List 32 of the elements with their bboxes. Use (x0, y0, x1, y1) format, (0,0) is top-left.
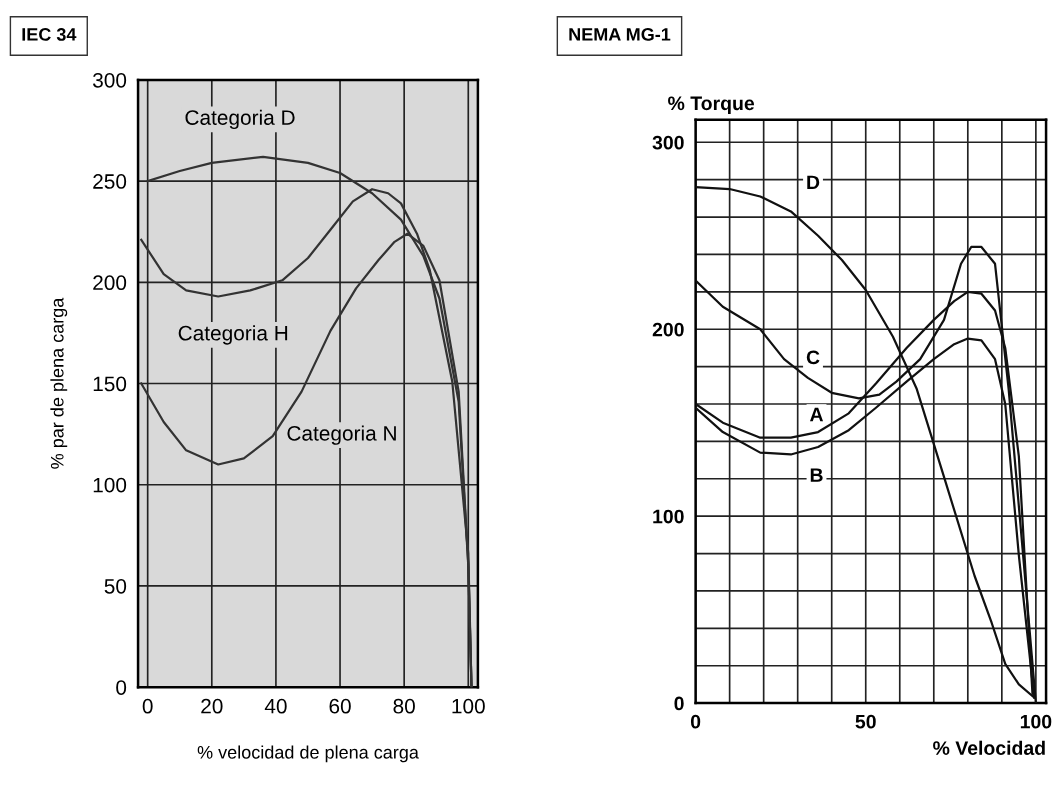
x-tick-label: 50 (855, 714, 876, 729)
y-tick-label: 50 (104, 578, 127, 594)
y-tick-label: 0 (116, 680, 127, 695)
annotation: C (806, 350, 820, 365)
y-tick-label: 200 (652, 322, 684, 337)
x-tick-label: 0 (690, 714, 701, 729)
y-tick-label: 150 (93, 376, 127, 392)
y-tick-label: 300 (92, 72, 127, 88)
y-axis-title: % par de plena carga (50, 297, 68, 469)
x-axis-title: % velocidad de plena carga (197, 745, 419, 763)
x-tick-label: 80 (393, 698, 415, 714)
annotation: Categoria D (185, 109, 295, 130)
y-axis-title: % Torque (668, 96, 755, 115)
x-tick-label: 100 (452, 698, 485, 714)
annotation: Categoria H (178, 325, 288, 345)
y-tick-label: 100 (653, 509, 684, 524)
annotation: A (809, 407, 824, 422)
x-tick-label: 60 (329, 698, 351, 714)
annotation: Categoria N (287, 425, 396, 445)
chart-title: IEC 34 (22, 28, 77, 41)
x-tick-label: 100 (1020, 714, 1052, 729)
annotation: D (807, 175, 820, 190)
x-tick-label: 40 (264, 698, 287, 714)
y-tick-label: 100 (93, 477, 127, 493)
x-tick-label: 0 (142, 698, 153, 714)
annotation: B (810, 468, 823, 482)
y-tick-label: 200 (93, 275, 127, 291)
chart-title: NEMA MG-1 (569, 28, 671, 41)
y-tick-label: 300 (652, 135, 684, 150)
y-tick-label: 250 (93, 174, 127, 189)
x-axis-title: % Velocidad (933, 740, 1045, 755)
x-tick-label: 20 (201, 698, 223, 714)
